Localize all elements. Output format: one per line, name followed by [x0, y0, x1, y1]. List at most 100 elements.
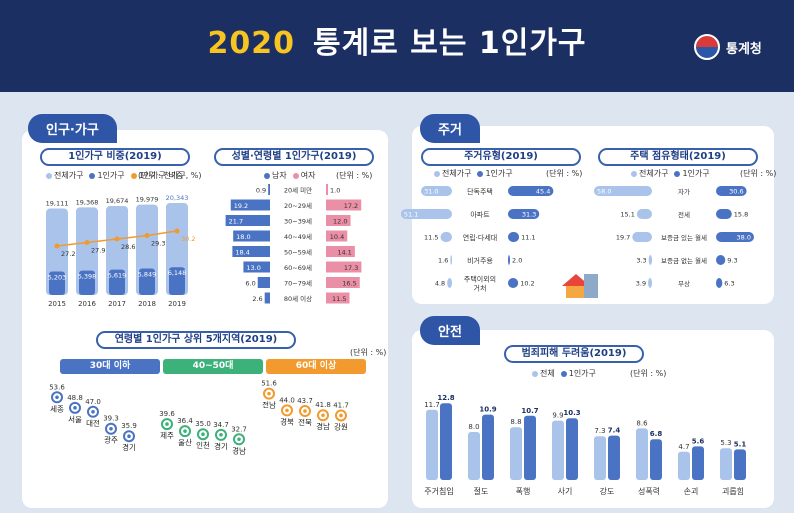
- region-marker-core: [339, 413, 343, 418]
- male-bar: [233, 230, 270, 242]
- region-value: 47.0: [85, 398, 101, 406]
- ratio-label: 30.2: [181, 235, 195, 243]
- single-label: 45.4: [536, 188, 550, 196]
- total-bar: [440, 232, 452, 242]
- single-label: 2.0: [512, 257, 522, 265]
- region-name: 강원: [334, 421, 348, 431]
- region-value: 36.4: [177, 417, 193, 425]
- total-label: 19,111: [46, 200, 69, 208]
- region-marker-core: [165, 422, 169, 426]
- region-name: 경기: [122, 442, 136, 452]
- housetype-chart: 단독주택 31.0 45.4 아파트 51.1 31.3 연립·다세대 11.5 11.1 비거주…: [400, 186, 554, 293]
- house-icon: [560, 270, 600, 304]
- single-label: 12.8: [437, 394, 454, 402]
- tenure-chart: 자가 58.0 30.6 전세 15.1 15.8 보증금 있는 월세 19.7 38.0 보증금…: [594, 186, 754, 288]
- crime-unit: (단위 : %): [630, 369, 667, 378]
- region-marker-core: [303, 409, 307, 413]
- single-label: 9.3: [727, 257, 737, 265]
- agency-logo-icon: [694, 34, 720, 60]
- crime-chart: 11.712.8 주거침입 8.0 10.9 절도 8.810.7 폭행 9.9 10.3 사기 7…: [424, 394, 747, 496]
- single-bar: [49, 271, 65, 295]
- region-marker-core: [285, 408, 289, 413]
- age-tick: 70~79세: [284, 279, 312, 288]
- region-name: 광주: [104, 435, 118, 445]
- total-label: 7.3: [594, 427, 605, 435]
- ratio-point: [114, 236, 120, 242]
- group-tab-60s: 60대 이상: [266, 359, 366, 374]
- section-tab-safety: 안전: [420, 316, 480, 345]
- age-tick: 50~59세: [284, 248, 312, 257]
- region-marker-core: [219, 433, 223, 437]
- total-label: 8.8: [510, 418, 521, 426]
- region-value: 35.0: [195, 420, 211, 428]
- group-tab-40s50s: 40~50대: [163, 359, 263, 374]
- housetype-chart-title: 주거유형(2019): [421, 148, 581, 166]
- male-label: 6.0: [245, 280, 255, 288]
- total-label: 5.3: [720, 439, 731, 447]
- single-bar: [109, 269, 125, 295]
- single-label: 10.7: [521, 407, 538, 415]
- region-name: 인천: [196, 440, 210, 450]
- ratio-point: [144, 233, 150, 238]
- year-tick: 2017: [108, 300, 126, 308]
- region-name: 제주: [160, 431, 174, 440]
- single-label: 5.1: [734, 440, 747, 448]
- single-bar: [508, 209, 540, 219]
- tenure-tick: 무상: [678, 279, 690, 288]
- total-label: 51.1: [404, 211, 418, 219]
- region-marker-core: [91, 410, 95, 414]
- single-label: 5.6: [692, 437, 705, 445]
- total-label: 4.8: [435, 280, 445, 288]
- single-bar: [716, 255, 726, 265]
- region-marker-core: [183, 429, 187, 433]
- single-label: 6.3: [724, 280, 734, 288]
- region-value: 48.8: [67, 394, 83, 402]
- region-name: 경북: [280, 416, 294, 426]
- ratio-chart: 19,111 5,203 2015 19,368 5,398 2016 19,674 5,61…: [46, 194, 196, 308]
- section-tab-population: 인구·가구: [28, 114, 117, 143]
- crime-chart-title: 범죄피해 두려움(2019): [504, 345, 644, 363]
- total-bar: [450, 255, 452, 265]
- single-bar: [650, 439, 662, 480]
- single-bar: [716, 186, 747, 196]
- total-label: 3.9: [636, 280, 646, 288]
- housetype-tick: 연립·다세대: [463, 233, 497, 242]
- ratio-label: 29.3: [151, 240, 165, 248]
- region-marker-core: [321, 413, 325, 418]
- tenure-chart-title: 주택 점유형태(2019): [598, 148, 758, 166]
- single-label: 10.3: [563, 409, 580, 417]
- ratio-chart-title: 1인가구 비중(2019): [40, 148, 190, 166]
- region-value: 32.7: [231, 425, 247, 433]
- year-tick: 2018: [138, 300, 156, 308]
- tenure-legend: 전체가구 1인가구: [625, 168, 710, 179]
- female-bar: [326, 261, 362, 273]
- total-bar: [426, 409, 438, 480]
- total-bar: [421, 186, 452, 196]
- ratio-legend: 전체가구 1인가구 1인가구 비중: [40, 170, 183, 181]
- age-tick: 20세 미만: [284, 186, 312, 195]
- female-bar: [326, 277, 360, 288]
- male-bar: [257, 277, 270, 288]
- single-bar: [440, 403, 452, 480]
- female-label: 16.5: [342, 280, 356, 288]
- sexage-chart-title: 성별·연령별 1인가구(2019): [214, 148, 374, 166]
- total-label: 19,979: [136, 196, 159, 204]
- year-tick: 2015: [48, 300, 66, 308]
- female-bar: [326, 230, 348, 242]
- female-bar: [326, 199, 362, 211]
- total-bar: [636, 209, 652, 219]
- region-value: 51.6: [261, 380, 277, 388]
- total-label: 11.5: [424, 234, 438, 242]
- age-tick: 60~69세: [284, 263, 312, 272]
- age-tick: 80세 이상: [284, 294, 312, 303]
- single-label: 11.1: [521, 234, 535, 242]
- region-value: 44.0: [279, 396, 295, 404]
- region-value: 41.7: [333, 401, 349, 409]
- total-label: 11.7: [424, 401, 440, 409]
- region-name: 서울: [68, 415, 82, 424]
- total-bar: [552, 420, 564, 480]
- male-bar: [232, 246, 270, 257]
- housetype-unit: (단위 : %): [546, 169, 583, 178]
- single-label: 15.8: [734, 211, 748, 219]
- tenure-tick: 전세: [678, 210, 690, 219]
